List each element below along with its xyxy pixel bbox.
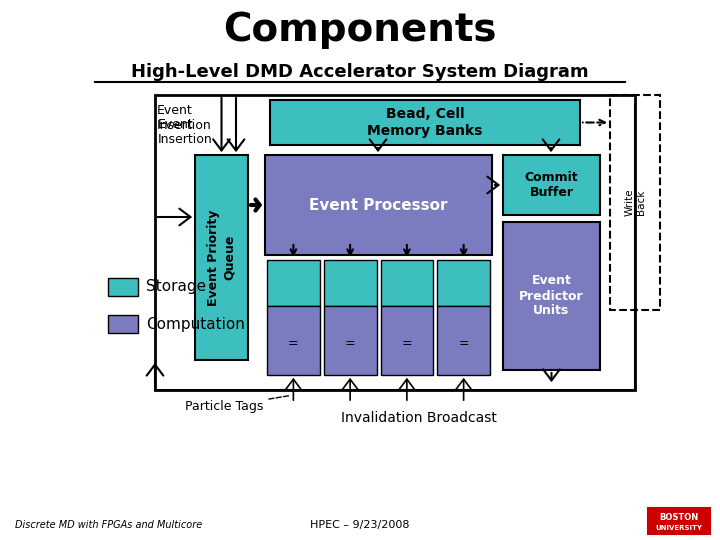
Text: BOSTON: BOSTON	[660, 514, 698, 523]
Text: Invalidation Broadcast: Invalidation Broadcast	[341, 411, 496, 425]
FancyBboxPatch shape	[108, 315, 138, 333]
FancyBboxPatch shape	[108, 278, 138, 296]
Text: High-Level DMD Accelerator System Diagram: High-Level DMD Accelerator System Diagra…	[131, 63, 589, 81]
FancyBboxPatch shape	[503, 222, 600, 370]
Text: =: =	[345, 338, 356, 350]
Text: Event
Insertion: Event Insertion	[158, 118, 212, 146]
FancyBboxPatch shape	[437, 260, 490, 306]
Text: Event Processor: Event Processor	[310, 198, 448, 213]
FancyBboxPatch shape	[648, 508, 710, 534]
FancyBboxPatch shape	[437, 306, 490, 375]
FancyBboxPatch shape	[380, 260, 433, 306]
Text: Event
Predictor
Units: Event Predictor Units	[519, 274, 584, 318]
FancyBboxPatch shape	[380, 306, 433, 375]
Text: Write
Back: Write Back	[624, 188, 646, 217]
FancyBboxPatch shape	[270, 100, 580, 145]
FancyBboxPatch shape	[503, 155, 600, 215]
Text: =: =	[288, 338, 299, 350]
Text: Storage: Storage	[146, 280, 206, 294]
Text: =: =	[402, 338, 412, 350]
Text: Commit
Buffer: Commit Buffer	[525, 171, 578, 199]
Text: Bead, Cell
Memory Banks: Bead, Cell Memory Banks	[367, 107, 482, 138]
Text: Event Priority
Queue: Event Priority Queue	[207, 210, 235, 306]
FancyBboxPatch shape	[267, 306, 320, 375]
FancyBboxPatch shape	[324, 260, 377, 306]
Text: =: =	[459, 338, 469, 350]
Text: Discrete MD with FPGAs and Multicore: Discrete MD with FPGAs and Multicore	[15, 520, 202, 530]
FancyBboxPatch shape	[265, 155, 492, 255]
Text: Event
Insertion: Event Insertion	[157, 104, 212, 132]
Text: Particle Tags: Particle Tags	[185, 395, 291, 413]
Text: UNIVERSITY: UNIVERSITY	[655, 525, 703, 531]
Text: Computation: Computation	[146, 316, 245, 332]
FancyBboxPatch shape	[324, 306, 377, 375]
Text: Components: Components	[223, 11, 497, 49]
Text: HPEC – 9/23/2008: HPEC – 9/23/2008	[310, 520, 410, 530]
FancyBboxPatch shape	[267, 260, 320, 306]
FancyBboxPatch shape	[195, 155, 248, 360]
